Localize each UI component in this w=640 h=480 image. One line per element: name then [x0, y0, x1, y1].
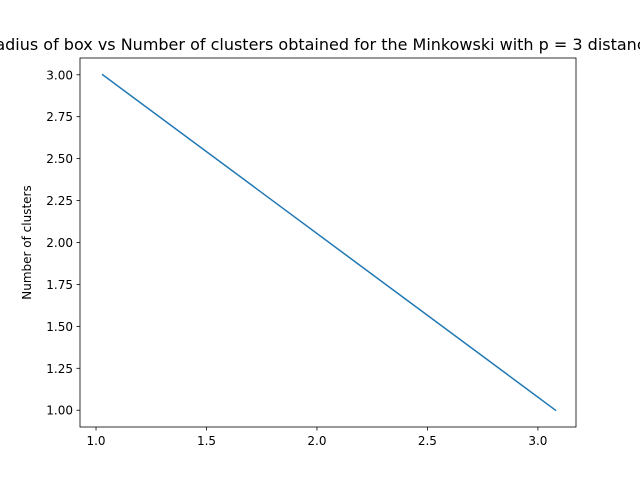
y-tick-label: 1.75 [46, 278, 73, 292]
y-tick-label: 3.00 [46, 68, 73, 82]
series-line [101, 73, 557, 412]
chart-title: Radius of box vs Number of clusters obta… [0, 35, 640, 54]
y-tick-label: 1.25 [46, 362, 73, 376]
y-tick-label: 1.50 [46, 320, 73, 334]
x-tick-label: 2.5 [418, 434, 437, 448]
x-tick-label: 2.0 [307, 434, 326, 448]
y-tick-label: 1.00 [46, 404, 73, 418]
y-tick-label: 2.25 [46, 194, 73, 208]
y-axis-label: Number of clusters [20, 185, 34, 299]
y-tick-label: 2.75 [46, 110, 73, 124]
x-tick-label: 1.0 [86, 434, 105, 448]
x-tick-label: 1.5 [197, 434, 216, 448]
x-axis-ticks: 1.0 1.5 2.0 2.5 3.0 [86, 427, 547, 448]
x-tick-label: 3.0 [528, 434, 547, 448]
y-tick-label: 2.00 [46, 236, 73, 250]
series-layer [101, 73, 557, 412]
plot-frame [79, 57, 577, 428]
y-axis-ticks: 1.00 1.25 1.50 1.75 2.00 2.25 2.50 2.75 3.00 [46, 68, 80, 418]
y-tick-label: 2.50 [46, 152, 73, 166]
